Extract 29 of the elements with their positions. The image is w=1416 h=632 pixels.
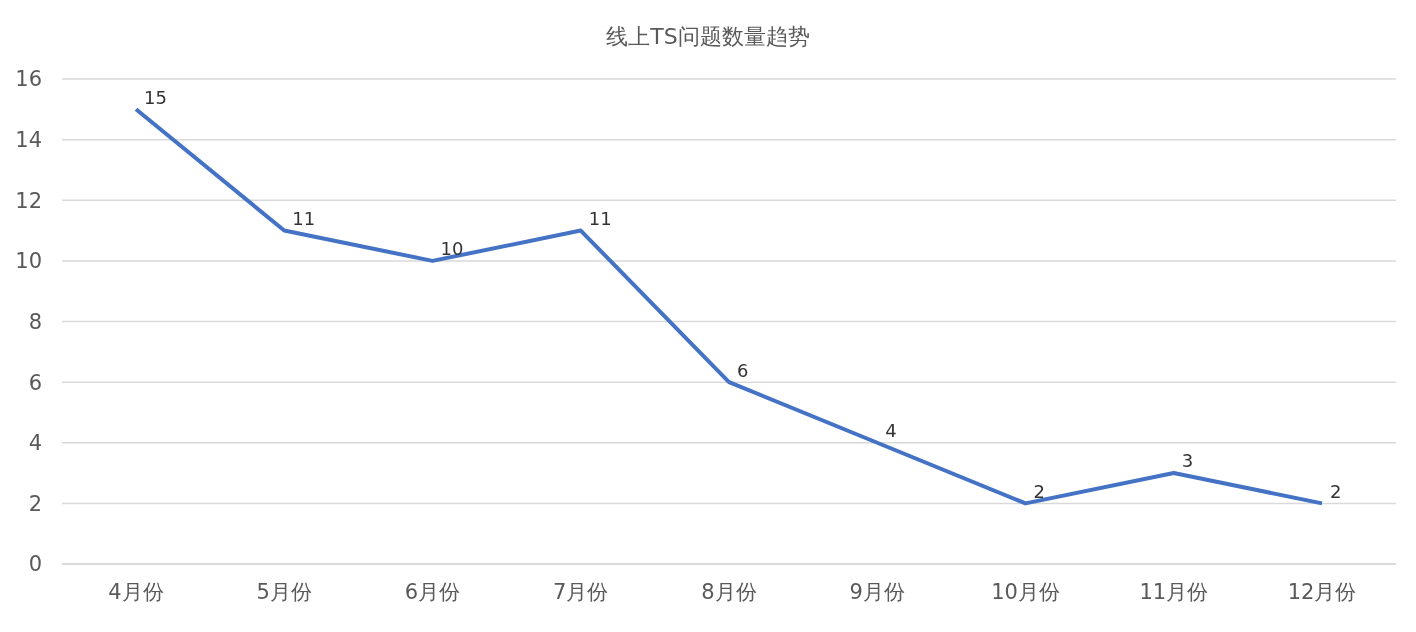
x-tick-label: 9月份: [849, 579, 905, 604]
x-tick-label: 12月份: [1287, 579, 1357, 604]
x-tick-label: 10月份: [991, 579, 1060, 604]
y-tick-label: 10: [15, 249, 42, 274]
y-tick-label: 12: [15, 188, 42, 213]
x-tick-label: 6月份: [404, 579, 461, 604]
x-tick-label: 7月份: [553, 579, 609, 604]
y-tick-label: 4: [28, 431, 42, 456]
y-tick-label: 0: [28, 552, 42, 577]
y-tick-label: 8: [28, 309, 42, 334]
data-label: 6: [737, 359, 749, 381]
data-label: 11: [588, 207, 612, 229]
data-label: 2: [1330, 480, 1342, 502]
data-label: 3: [1181, 450, 1194, 472]
y-tick-label: 2: [28, 491, 42, 516]
line-series: [134, 107, 1324, 506]
data-label: 2: [1033, 480, 1045, 502]
data-label: 15: [144, 86, 167, 108]
x-tick-label: 5月份: [256, 579, 312, 604]
x-tick-label: 11月份: [1139, 579, 1209, 604]
x-tick-label: 4月份: [108, 579, 164, 604]
y-tick-label: 16: [15, 67, 42, 92]
chart-title: 线上TS问题数量趋势: [605, 23, 811, 51]
data-label: 11: [292, 207, 316, 229]
data-label: 4: [885, 420, 897, 442]
data-label: 10: [440, 238, 464, 260]
y-tick-label: 6: [28, 370, 42, 395]
y-tick-label: 14: [15, 128, 42, 153]
x-tick-label: 8月份: [701, 579, 757, 604]
